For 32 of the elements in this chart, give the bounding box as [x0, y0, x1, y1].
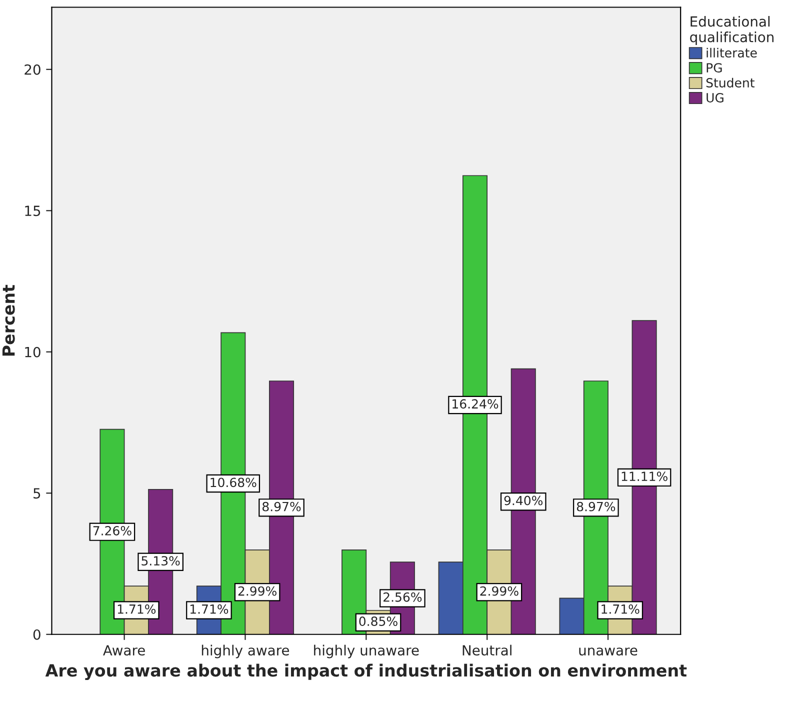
- x-tick-label: unaware: [579, 648, 638, 656]
- data-label: 9.40%: [504, 496, 543, 506]
- data-label: 10.68%: [210, 478, 256, 488]
- y-axis-title: Percent: [2, 284, 15, 356]
- data-label: 8.97%: [576, 502, 616, 512]
- data-label: 1.71%: [190, 604, 228, 614]
- data-label: 7.26%: [93, 526, 132, 536]
- legend-label: Student: [706, 78, 754, 88]
- y-tick-label: 0: [33, 629, 40, 640]
- data-label: 1.71%: [118, 604, 156, 614]
- data-label: 8.97%: [262, 502, 301, 512]
- data-label: 2.99%: [238, 586, 276, 596]
- x-tick-label: highly aware: [202, 644, 290, 658]
- legend-label: illiterate: [706, 48, 757, 58]
- data-label: 2.56%: [384, 592, 422, 602]
- legend-label: PG: [706, 63, 722, 73]
- y-tick-label: 20: [24, 64, 40, 75]
- legend-label: UG: [706, 93, 724, 102]
- x-tick-label: highly unaware: [314, 644, 419, 658]
- data-label: 5.13%: [142, 556, 180, 566]
- x-tick-label: Aware: [103, 645, 145, 656]
- data-label: 1.71%: [602, 604, 640, 614]
- legend-title: Educational qualification: [690, 16, 774, 45]
- y-tick-label: 5: [34, 488, 40, 499]
- x-tick-label: Neutral: [462, 644, 512, 656]
- y-tick-label: 10: [25, 346, 40, 358]
- data-label: 11.11%: [622, 472, 668, 482]
- x-axis-title: Are you aware about the impact of industrialisation on environment: [45, 664, 687, 680]
- data-label: 16.24%: [452, 399, 498, 409]
- data-label: 0.85%: [359, 616, 398, 626]
- data-label: 2.99%: [480, 586, 518, 596]
- y-tick-label: 15: [25, 206, 40, 216]
